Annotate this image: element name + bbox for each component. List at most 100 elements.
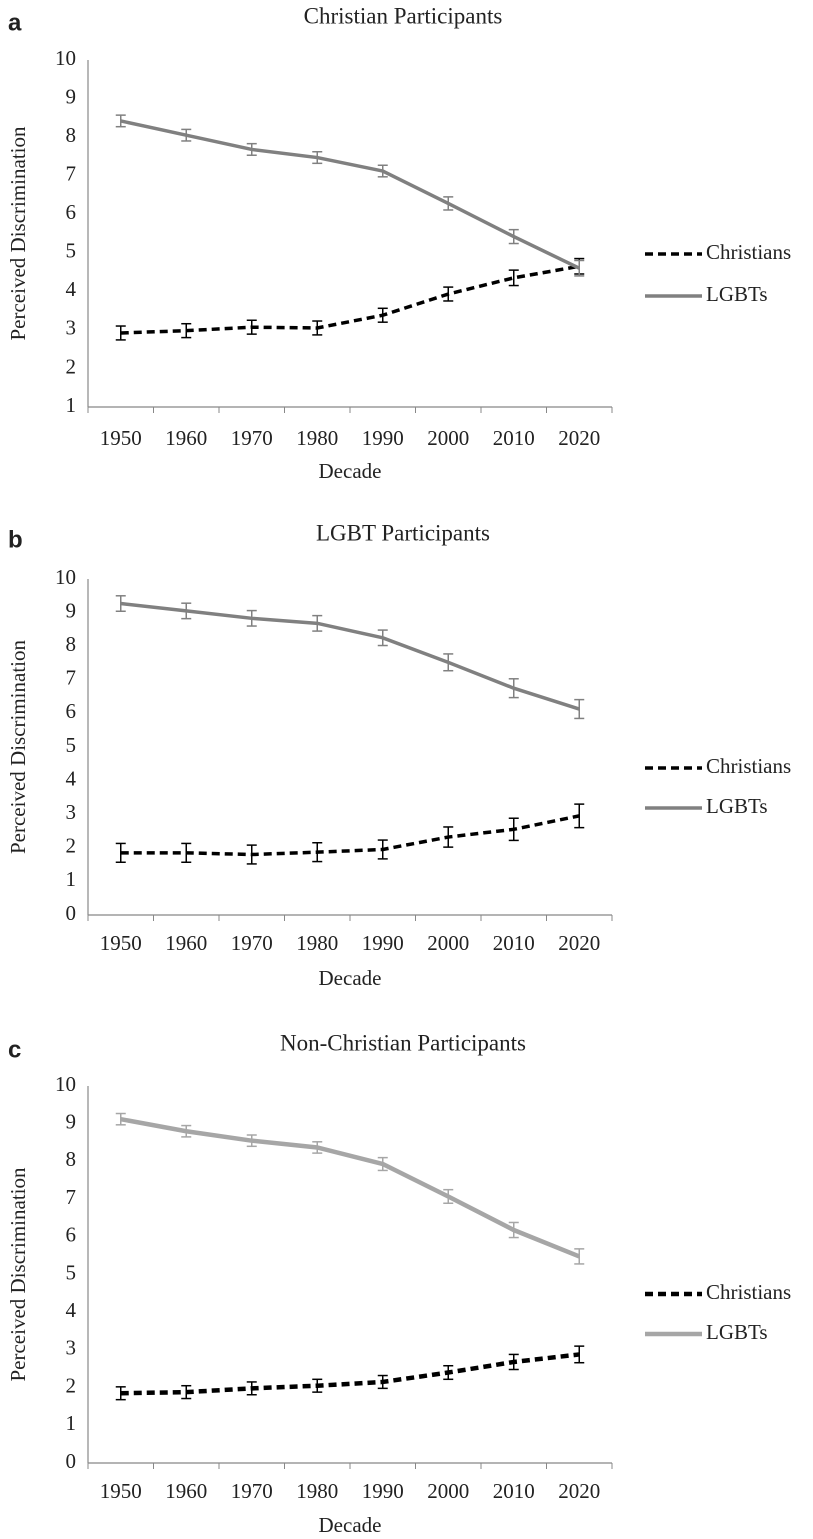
x-tick-label: 1980 — [296, 1479, 338, 1503]
y-tick-label: 3 — [66, 1336, 77, 1360]
error-bar — [377, 307, 388, 323]
error-bar — [508, 269, 519, 287]
y-tick-label: 5 — [66, 1260, 77, 1284]
y-tick-label: 2 — [66, 354, 77, 378]
x-axis-label: Decade — [319, 966, 382, 990]
chart-title: LGBT Participants — [316, 520, 490, 545]
x-tick-label: 2000 — [427, 931, 469, 955]
y-tick-label: 5 — [66, 733, 77, 757]
error-bar — [443, 826, 454, 848]
y-tick-label: 4 — [66, 766, 77, 790]
y-tick-label: 8 — [66, 632, 77, 656]
error-bar — [312, 1141, 323, 1154]
x-axis-label: Decade — [319, 459, 382, 483]
legend-label: Christians — [706, 1280, 791, 1304]
series-line — [120, 1352, 580, 1396]
error-bar — [574, 1248, 585, 1265]
series-line — [120, 264, 580, 335]
error-bar — [377, 629, 388, 647]
error-bar — [508, 1353, 519, 1371]
legend-label: Christians — [706, 754, 791, 778]
error-bar — [574, 698, 585, 720]
legend-label: LGBTs — [706, 794, 768, 818]
x-tick-label: 1950 — [100, 931, 142, 955]
chart-title: Christian Participants — [304, 3, 503, 28]
y-tick-label: 9 — [66, 1110, 77, 1134]
y-tick-label: 2 — [66, 1373, 77, 1397]
y-tick-label: 10 — [55, 46, 76, 70]
error-bar — [377, 839, 388, 860]
legend-label: Christians — [706, 240, 791, 264]
y-tick-label: 9 — [66, 84, 77, 108]
x-tick-label: 2010 — [493, 426, 535, 450]
error-bar — [508, 1221, 519, 1239]
legend-label: LGBTs — [706, 1320, 768, 1344]
error-bar — [181, 842, 192, 863]
error-bar — [246, 319, 257, 335]
y-tick-label: 2 — [66, 834, 77, 858]
error-bar — [312, 614, 323, 632]
error-bar — [181, 128, 192, 142]
error-bar — [115, 1386, 126, 1401]
x-tick-label: 1990 — [362, 931, 404, 955]
y-tick-label: 0 — [66, 901, 77, 925]
error-bar — [508, 817, 519, 842]
x-axis-label: Decade — [319, 1513, 382, 1537]
error-bar — [115, 325, 126, 341]
y-tick-label: 8 — [66, 123, 77, 147]
y-tick-label: 5 — [66, 239, 77, 263]
y-tick-label: 7 — [66, 161, 77, 185]
y-tick-label: 4 — [66, 1298, 77, 1322]
x-tick-label: 1980 — [296, 931, 338, 955]
x-tick-label: 2020 — [558, 1479, 600, 1503]
error-bar — [312, 842, 323, 863]
x-tick-label: 1990 — [362, 426, 404, 450]
series-line — [120, 1116, 581, 1259]
y-tick-label: 8 — [66, 1147, 77, 1171]
error-bar — [443, 1364, 454, 1381]
x-tick-label: 1970 — [231, 931, 273, 955]
y-tick-label: 3 — [66, 800, 77, 824]
error-bar — [574, 259, 585, 277]
error-bar — [508, 678, 519, 699]
error-bar — [181, 602, 192, 620]
y-tick-label: 10 — [55, 1072, 76, 1096]
error-bar — [115, 114, 126, 128]
error-bar — [246, 609, 257, 627]
error-bar — [574, 1345, 585, 1364]
series-line — [120, 814, 580, 857]
error-bar — [246, 1134, 257, 1148]
y-tick-label: 3 — [66, 316, 77, 340]
y-tick-label: 4 — [66, 277, 77, 301]
error-bar — [312, 1378, 323, 1393]
y-tick-label: 9 — [66, 598, 77, 622]
series-line — [120, 119, 581, 270]
x-tick-label: 1950 — [100, 1479, 142, 1503]
error-bar — [181, 322, 192, 339]
y-tick-label: 1 — [66, 393, 77, 417]
series-line — [120, 601, 580, 711]
x-tick-label: 1960 — [165, 931, 207, 955]
y-tick-label: 6 — [66, 200, 77, 224]
error-bar — [377, 1374, 388, 1390]
error-bar — [181, 1124, 192, 1138]
error-bar — [115, 595, 126, 613]
error-bar — [508, 228, 519, 245]
y-tick-label: 1 — [66, 1411, 77, 1435]
error-bar — [246, 844, 257, 865]
y-tick-label: 6 — [66, 699, 77, 723]
x-tick-label: 1970 — [231, 426, 273, 450]
x-tick-label: 2020 — [558, 426, 600, 450]
x-tick-label: 1960 — [165, 1479, 207, 1503]
x-tick-label: 2000 — [427, 426, 469, 450]
x-tick-label: 1990 — [362, 1479, 404, 1503]
error-bar — [443, 653, 454, 672]
chart-title: Non-Christian Participants — [280, 1030, 526, 1055]
error-bar — [377, 164, 388, 178]
x-tick-label: 2020 — [558, 931, 600, 955]
error-bar — [246, 1381, 257, 1396]
x-tick-label: 1980 — [296, 426, 338, 450]
error-bar — [377, 1156, 388, 1172]
legend-label: LGBTs — [706, 282, 768, 306]
